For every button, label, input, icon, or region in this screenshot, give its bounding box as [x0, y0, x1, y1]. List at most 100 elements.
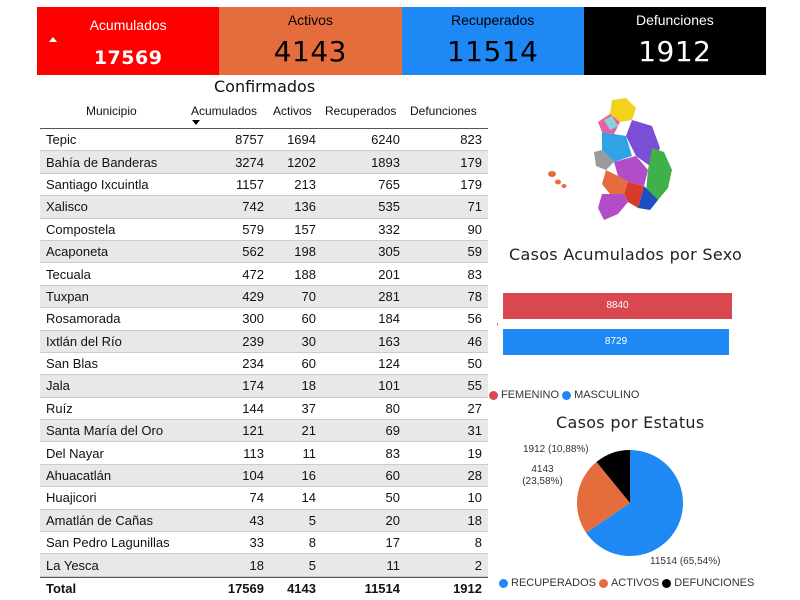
pie-slice-recuperados[interactable]: [586, 450, 683, 556]
legend-item-recuperados[interactable]: RECUPERADOS: [499, 577, 596, 589]
table-row[interactable]: San Pedro Lagunillas 33 8 17 8: [40, 532, 488, 555]
cell-acumulados: 174: [242, 378, 264, 394]
legend-item-activos[interactable]: ACTIVOS: [598, 577, 659, 589]
map-region-bahia[interactable]: [598, 194, 628, 220]
sort-down-icon: [192, 120, 200, 125]
kpi-acumulados[interactable]: Acumulados 17569: [37, 7, 220, 75]
table-header: Municipio Acumulados Activos Recuperados…: [40, 96, 488, 128]
cell-recuperados: 83: [385, 445, 400, 461]
kpi-defunciones-label: Defunciones: [635, 12, 714, 28]
legend-item-femenino[interactable]: FEMENINO: [489, 389, 559, 401]
legend-item-masculino[interactable]: MASCULINO: [562, 389, 639, 401]
map-region-mid[interactable]: [614, 156, 648, 186]
status-chart-title: Casos por Estatus: [556, 413, 705, 432]
table-title: Confirmados: [214, 77, 316, 96]
cell-defunciones: 28: [467, 468, 482, 484]
table-body: Tepic 8757 1694 6240 823 Bahía de Banderas 327…: [40, 128, 488, 577]
cell-municipio: Tecuala: [46, 266, 91, 282]
cell-municipio: Rosamorada: [46, 311, 121, 327]
cell-municipio: Ruíz: [46, 400, 73, 416]
legend-item-defunciones[interactable]: DEFUNCIONES: [662, 577, 754, 589]
cell-activos: 18: [301, 378, 316, 394]
map-region-red[interactable]: [624, 182, 644, 208]
cell-acumulados: 18: [249, 557, 264, 573]
map-region-navy[interactable]: [638, 186, 658, 210]
header-defunciones[interactable]: Defunciones: [410, 104, 477, 118]
pie-slice-activos[interactable]: [577, 461, 630, 533]
map-region-south[interactable]: [602, 170, 628, 194]
cell-municipio: Tepic: [46, 132, 77, 148]
cell-acumulados: 300: [242, 311, 264, 327]
bar-masculino-label: 8729: [604, 336, 628, 347]
cell-acumulados: 74: [249, 490, 264, 506]
bar-femenino[interactable]: 8840: [503, 293, 732, 319]
cell-acumulados: 144: [242, 400, 264, 416]
cell-recuperados: 17: [385, 535, 400, 551]
cell-recuperados: 60: [385, 468, 400, 484]
header-recuperados[interactable]: Recuperados: [325, 104, 397, 118]
legend-masculino-label: MASCULINO: [574, 389, 640, 401]
cell-acumulados: 429: [242, 288, 264, 304]
cell-acumulados: 562: [242, 244, 264, 260]
cell-municipio: Ixtlán del Río: [46, 333, 122, 349]
table-row[interactable]: Amatlán de Cañas 43 5 20 18: [40, 509, 488, 533]
cell-recuperados: 163: [378, 333, 400, 349]
total-label: Total: [46, 581, 77, 597]
header-acumulados[interactable]: Acumulados: [191, 104, 258, 118]
table-row[interactable]: Tecuala 472 188 201 83: [40, 263, 488, 286]
table-row[interactable]: Jala 174 18 101 55: [40, 375, 488, 398]
map-island-2[interactable]: [555, 179, 561, 185]
cell-defunciones: 46: [467, 333, 482, 349]
bar-masculino[interactable]: 8729: [503, 329, 730, 355]
table-row[interactable]: Tepic 8757 1694 6240 823: [40, 129, 488, 152]
cell-activos: 70: [301, 288, 316, 304]
kpi-activos-label: Activos: [287, 12, 333, 28]
pie-slice-defunciones[interactable]: [596, 450, 630, 503]
table-row[interactable]: Rosamorada 300 60 184 56: [40, 308, 488, 331]
activos-dot-icon: [598, 578, 608, 588]
cell-defunciones: 90: [467, 221, 482, 237]
cell-recuperados: 50: [385, 490, 400, 506]
cell-activos: 157: [294, 221, 316, 237]
cell-acumulados: 472: [242, 266, 264, 282]
cell-defunciones: 78: [467, 288, 482, 304]
table-row[interactable]: Xalisco 742 136 535 71: [40, 196, 488, 219]
map-island-3[interactable]: [561, 184, 567, 188]
kpi-activos[interactable]: Activos 4143: [219, 7, 402, 75]
table-row[interactable]: Tuxpan 429 70 281 78: [40, 285, 488, 309]
table-row[interactable]: Acaponeta 562 198 305 59: [40, 240, 488, 264]
table-row[interactable]: Compostela 579 157 332 90: [40, 219, 488, 241]
map-region-lightblue[interactable]: [604, 116, 618, 130]
table-row[interactable]: Del Nayar 113 11 83 19: [40, 442, 488, 465]
header-activos[interactable]: Activos: [273, 104, 312, 118]
table-row[interactable]: San Blas 234 60 124 50: [40, 353, 488, 376]
header-municipio[interactable]: Municipio: [86, 104, 137, 118]
cell-activos: 1694: [287, 132, 316, 148]
map-region-teal[interactable]: [602, 132, 632, 162]
cell-activos: 198: [294, 244, 316, 260]
kpi-activos-value: 4143: [273, 35, 347, 68]
table-total-row: Total 17569 4143 11514 1912: [40, 576, 488, 600]
table-row[interactable]: La Yesca 18 5 11 2: [40, 554, 488, 577]
table-row[interactable]: Huajicori 74 14 50 10: [40, 487, 488, 510]
status-pie-chart[interactable]: [575, 448, 685, 558]
table-row[interactable]: Santiago Ixcuintla 1157 213 765 179: [40, 174, 488, 197]
cell-acumulados: 121: [242, 423, 264, 439]
table-row[interactable]: Ruíz 144 37 80 27: [40, 398, 488, 421]
nayarit-map[interactable]: [540, 96, 700, 231]
table-row[interactable]: Ixtlán del Río 239 30 163 46: [40, 330, 488, 353]
cell-acumulados: 234: [242, 356, 264, 372]
table-row[interactable]: Ahuacatlán 104 16 60 28: [40, 464, 488, 488]
map-region-green[interactable]: [646, 148, 672, 200]
cell-activos: 16: [301, 468, 316, 484]
cell-defunciones: 19: [467, 445, 482, 461]
kpi-recuperados[interactable]: Recuperados 11514: [401, 7, 584, 75]
table-row[interactable]: Bahía de Banderas 3274 1202 1893 179: [40, 151, 488, 174]
table-row[interactable]: Santa María del Oro 121 21 69 31: [40, 420, 488, 443]
map-region-coast[interactable]: [594, 150, 614, 170]
kpi-defunciones[interactable]: Defunciones 1912: [583, 7, 766, 75]
cell-recuperados: 80: [385, 400, 400, 416]
map-region-north[interactable]: [610, 98, 636, 122]
municipios-table[interactable]: Municipio Acumulados Activos Recuperados…: [40, 96, 488, 600]
map-island-1[interactable]: [548, 171, 556, 177]
